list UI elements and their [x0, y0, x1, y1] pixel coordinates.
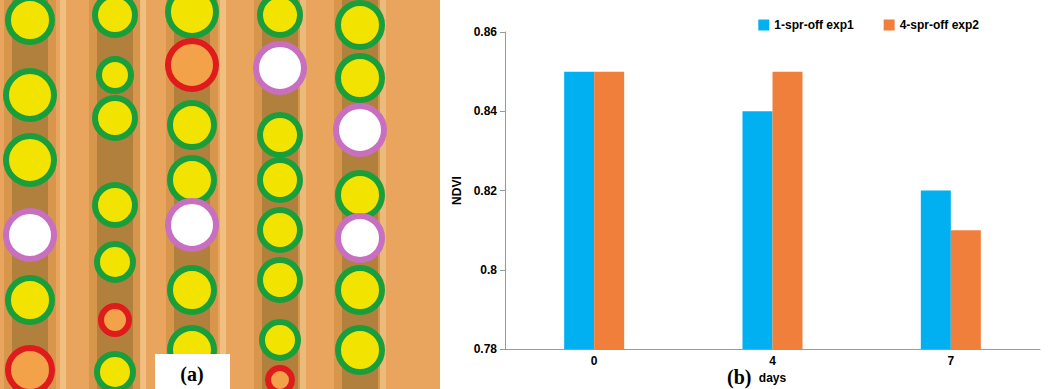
svg-text:4-spr-off exp2: 4-spr-off exp2	[900, 18, 980, 32]
svg-text:(b): (b)	[727, 366, 751, 389]
svg-text:4: 4	[769, 354, 776, 368]
svg-text:0.86: 0.86	[474, 25, 498, 39]
svg-text:0.84: 0.84	[474, 104, 498, 118]
svg-text:0.78: 0.78	[474, 342, 498, 356]
svg-text:NDVI: NDVI	[450, 176, 464, 205]
svg-text:days: days	[759, 371, 787, 385]
svg-text:1-spr-off exp1: 1-spr-off exp1	[774, 18, 854, 32]
svg-text:0.8: 0.8	[480, 263, 497, 277]
svg-text:7: 7	[947, 354, 954, 368]
svg-text:0: 0	[591, 354, 598, 368]
svg-text:(a): (a)	[180, 363, 203, 386]
svg-text:0.82: 0.82	[474, 184, 498, 198]
